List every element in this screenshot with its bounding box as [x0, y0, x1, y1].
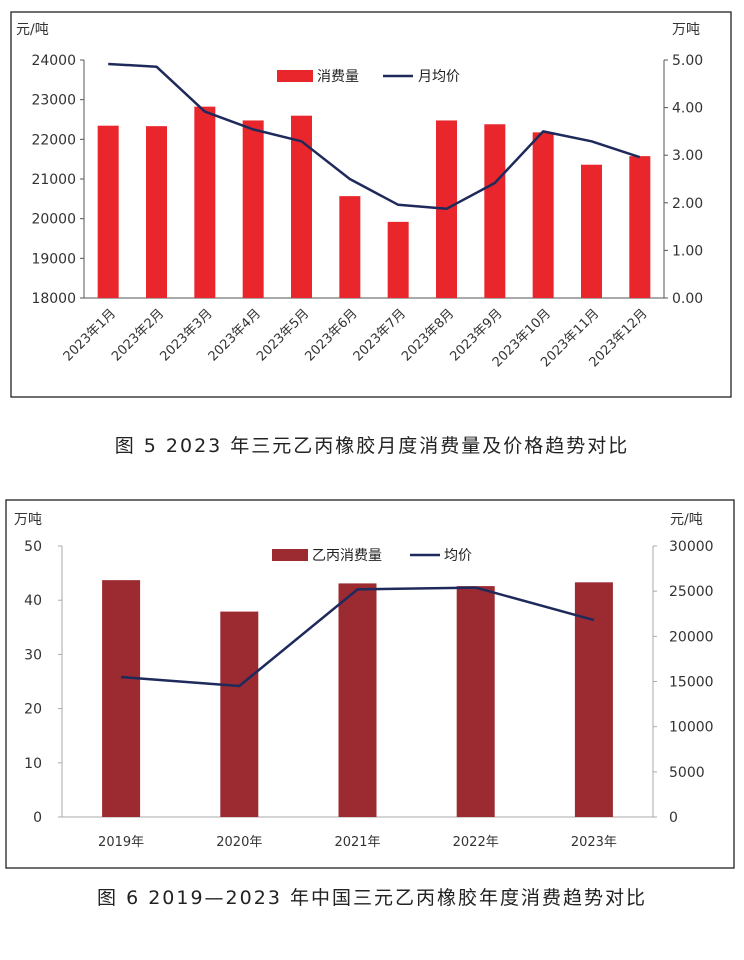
bar — [387, 221, 409, 298]
bar — [456, 586, 495, 817]
y-right-tick-label: 30000 — [669, 539, 714, 555]
chart-2023-monthly: 元/吨 万吨 24000 23000 22000 21000 20000 19000 18000… — [10, 11, 732, 398]
y-right-tick-label: 4.00 — [672, 101, 703, 117]
x-category-label: 2020年 — [216, 835, 262, 850]
chart-frame — [10, 11, 732, 398]
y-left-tick-label: 23000 — [31, 93, 76, 109]
y-right-tick-label: 15000 — [669, 675, 714, 691]
y-right-tick-label: 0.00 — [672, 291, 703, 307]
price-line — [121, 586, 595, 688]
x-category-label: 2022年 — [453, 835, 499, 850]
y-left-tick-label: 0 — [33, 810, 42, 826]
figure5-caption: 图 5 2023 年三元乙丙橡胶月度消费量及价格趋势对比 — [114, 435, 630, 457]
bar — [338, 583, 377, 817]
bar — [532, 132, 554, 298]
x-category-label: 2023年 — [571, 835, 617, 850]
bar — [220, 611, 259, 817]
x-category-label: 2019年 — [98, 835, 144, 850]
bar — [574, 582, 613, 817]
legend-bar-swatch — [272, 549, 308, 561]
y-right-unit: 万吨 — [672, 22, 700, 38]
bar — [629, 156, 651, 298]
bar — [146, 126, 167, 298]
bar — [484, 124, 506, 298]
chart-2019-2023-annual: 万吨 元/吨 50 40 30 20 10 0 30000 25000 20000 15000 1000… — [5, 499, 735, 869]
legend-line-label: 均价 — [444, 548, 472, 564]
y-left-tick-label: 20 — [24, 702, 42, 718]
y-left-tick-label: 19000 — [31, 251, 76, 267]
y-left-tick-label: 21000 — [31, 172, 76, 188]
x-category-label: 2021年 — [334, 835, 380, 850]
y-right-tick-label: 3.00 — [672, 148, 703, 164]
y-left-tick-label: 50 — [24, 539, 42, 555]
y-right-tick-label: 10000 — [669, 720, 714, 736]
y-right-tick-label: 2.00 — [672, 196, 703, 212]
y-right-tick-label: 20000 — [669, 629, 714, 645]
y-left-unit: 元/吨 — [16, 22, 49, 38]
y-left-tick-label: 24000 — [31, 53, 76, 69]
y-right-unit: 元/吨 — [670, 512, 703, 528]
bar — [242, 120, 264, 299]
y-right-tick-label: 5.00 — [672, 53, 703, 69]
legend-bar-label: 消费量 — [317, 69, 359, 85]
legend-bar-label: 乙丙消费量 — [312, 548, 382, 564]
bar — [291, 115, 312, 298]
y-left-tick-label: 22000 — [31, 132, 76, 148]
y-right-tick-label: 1.00 — [672, 243, 703, 259]
legend-bar-swatch — [277, 70, 313, 82]
bar — [97, 125, 119, 298]
y-left-tick-label: 40 — [24, 593, 42, 609]
y-right-tick-label: 25000 — [669, 584, 714, 600]
y-left-tick-label: 18000 — [31, 291, 76, 307]
y-left-tick-label: 20000 — [31, 212, 76, 228]
bar — [102, 580, 141, 817]
price-line — [108, 62, 641, 211]
y-right-tick-label: 0 — [669, 810, 678, 826]
y-left-tick-label: 10 — [24, 756, 42, 772]
bar — [194, 106, 216, 298]
y-right-tick-label: 5000 — [669, 765, 705, 781]
y-left-tick-label: 30 — [24, 647, 42, 663]
y-left-unit: 万吨 — [14, 512, 42, 528]
figure6-caption: 图 6 2019—2023 年中国三元乙丙橡胶年度消费趋势对比 — [97, 887, 647, 909]
bar — [581, 164, 602, 298]
legend-line-label: 月均价 — [418, 69, 460, 85]
bar — [339, 196, 361, 298]
